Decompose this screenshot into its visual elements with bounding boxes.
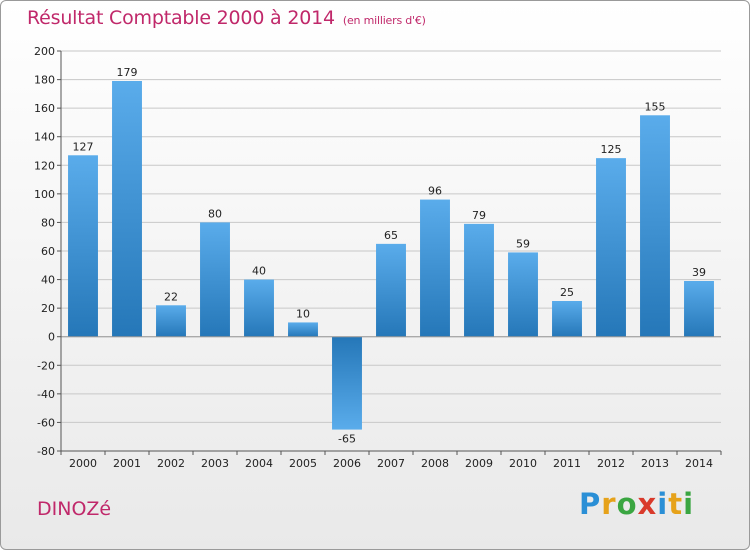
y-tick-label: 120 bbox=[34, 159, 55, 172]
data-label-2002: 22 bbox=[164, 290, 178, 303]
y-tick-label: 180 bbox=[34, 74, 55, 87]
y-tick-label: 160 bbox=[34, 102, 55, 115]
bar-2012 bbox=[596, 158, 626, 337]
bar-2011 bbox=[552, 301, 582, 337]
city-name: DINOZé bbox=[37, 498, 112, 520]
x-tick-label-2010: 2010 bbox=[509, 457, 537, 470]
x-tick-label-2014: 2014 bbox=[685, 457, 713, 470]
x-tick-label-2002: 2002 bbox=[157, 457, 185, 470]
bar-2001 bbox=[112, 81, 142, 337]
data-label-2004: 40 bbox=[252, 265, 266, 278]
x-tick-label-2005: 2005 bbox=[289, 457, 317, 470]
y-tick-label: 140 bbox=[34, 131, 55, 144]
x-tick-label-2003: 2003 bbox=[201, 457, 229, 470]
bar-2013 bbox=[640, 115, 670, 337]
logo-letter: t bbox=[668, 487, 684, 521]
axes bbox=[57, 50, 722, 455]
data-label-2010: 59 bbox=[516, 237, 530, 250]
y-tick-label: -60 bbox=[37, 416, 55, 429]
data-label-2013: 155 bbox=[645, 100, 666, 113]
x-tick-label-2006: 2006 bbox=[333, 457, 361, 470]
data-label-2011: 25 bbox=[560, 286, 574, 299]
bar-2010 bbox=[508, 252, 538, 337]
chart-title: Résultat Comptable 2000 à 2014 (en millie… bbox=[27, 7, 426, 29]
logo-letter: P bbox=[579, 487, 602, 521]
y-tick-label: 200 bbox=[34, 45, 55, 58]
bar-2003 bbox=[200, 222, 230, 337]
y-tick-label: 100 bbox=[34, 188, 55, 201]
y-tick-label: 40 bbox=[41, 274, 55, 287]
x-tick-label-2008: 2008 bbox=[421, 457, 449, 470]
logo-letter: o bbox=[616, 487, 638, 521]
data-label-2006: -65 bbox=[338, 433, 356, 446]
logo-letter: i bbox=[683, 487, 695, 521]
bar-2005 bbox=[288, 322, 318, 337]
bars bbox=[68, 81, 714, 430]
logo-letter: r bbox=[601, 487, 617, 521]
data-label-2000: 127 bbox=[73, 140, 94, 153]
data-label-2012: 125 bbox=[601, 143, 622, 156]
x-tick-label-2013: 2013 bbox=[641, 457, 669, 470]
x-tick-label-2009: 2009 bbox=[465, 457, 493, 470]
bar-2004 bbox=[244, 279, 274, 337]
x-tick-label-2012: 2012 bbox=[597, 457, 625, 470]
data-label-2007: 65 bbox=[384, 229, 398, 242]
x-tick-label-2001: 2001 bbox=[113, 457, 141, 470]
x-tick-label-2000: 2000 bbox=[69, 457, 97, 470]
logo-letter: x bbox=[637, 487, 658, 521]
x-tick-label-2007: 2007 bbox=[377, 457, 405, 470]
x-tick-label-2004: 2004 bbox=[245, 457, 273, 470]
data-label-2009: 79 bbox=[472, 209, 486, 222]
bar-2000 bbox=[68, 155, 98, 337]
data-label-2003: 80 bbox=[208, 207, 222, 220]
y-tick-label: -20 bbox=[37, 359, 55, 372]
y-tick-label: -80 bbox=[37, 445, 55, 458]
x-tick-label-2011: 2011 bbox=[553, 457, 581, 470]
bar-2009 bbox=[464, 223, 494, 337]
logo-letter: i bbox=[657, 487, 669, 521]
proxiti-logo[interactable]: Proxiti bbox=[579, 487, 694, 521]
bar-2008 bbox=[420, 199, 450, 337]
bar-2014 bbox=[684, 281, 714, 337]
chart-subtitle: (en milliers d'€) bbox=[342, 14, 426, 27]
y-tick-label: 80 bbox=[41, 216, 55, 229]
y-tick-label: 60 bbox=[41, 245, 55, 258]
data-label-2005: 10 bbox=[296, 307, 310, 320]
bar-2002 bbox=[156, 305, 186, 337]
data-label-2008: 96 bbox=[428, 185, 442, 198]
labels: -80-60-40-200204060801001201401601802001… bbox=[34, 45, 713, 470]
data-label-2014: 39 bbox=[692, 266, 706, 279]
bar-2007 bbox=[376, 243, 406, 337]
y-tick-label: 20 bbox=[41, 302, 55, 315]
data-label-2001: 179 bbox=[117, 66, 138, 79]
y-tick-label: -40 bbox=[37, 388, 55, 401]
bar-2006 bbox=[332, 336, 362, 430]
y-tick-label: 0 bbox=[48, 331, 55, 344]
